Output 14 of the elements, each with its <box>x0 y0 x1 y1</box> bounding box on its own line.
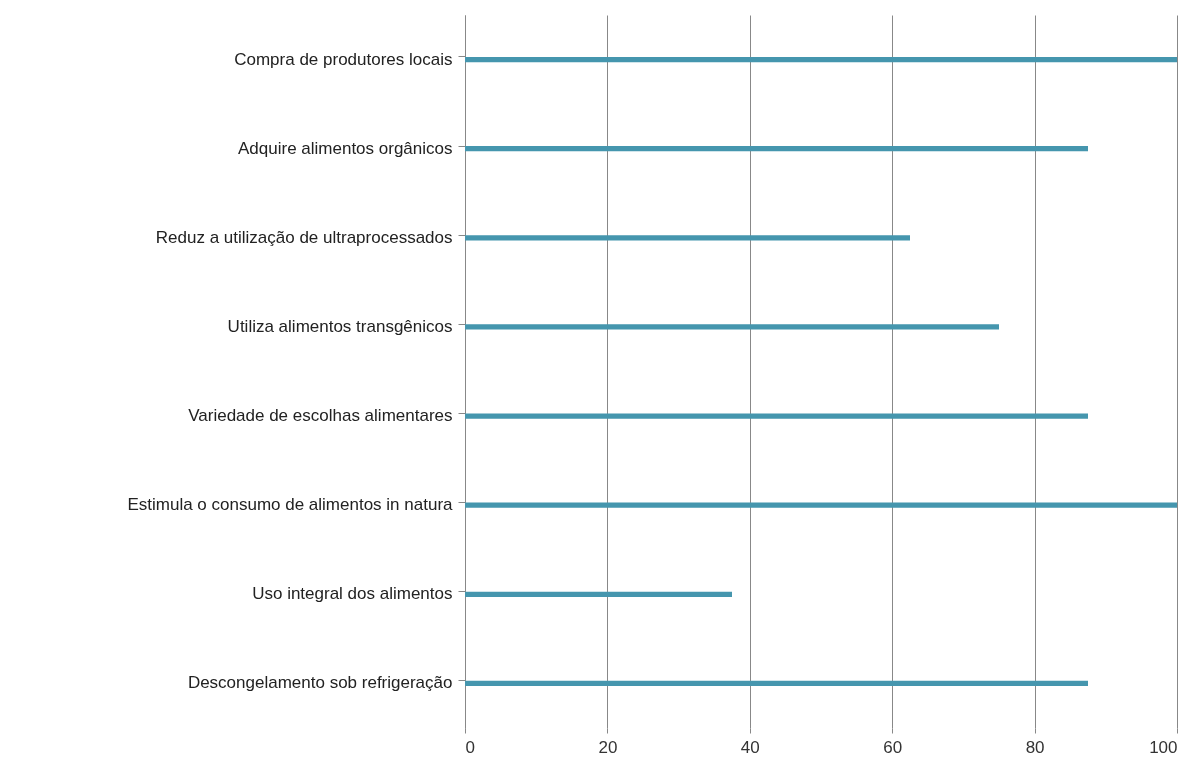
y-tick-label: Reduz a utilização de ultraprocessados <box>155 227 453 247</box>
y-tick-label: Utiliza alimentos transgênicos <box>227 316 453 336</box>
x-tick-label: 20 <box>598 737 618 757</box>
y-tick-label: Uso integral dos alimentos <box>252 584 453 604</box>
y-tick-label: Estimula o consumo de alimentos in natura <box>127 495 454 515</box>
y-tick-label: Compra de produtores locais <box>234 49 453 69</box>
x-tick-label: 100 <box>1149 737 1178 757</box>
y-tick-label: Variedade de escolhas alimentares <box>188 406 453 426</box>
x-tick-label: 80 <box>1025 737 1045 757</box>
x-tick-label: 0 <box>465 737 475 757</box>
y-tick-label: Adquire alimentos orgânicos <box>237 138 453 158</box>
x-tick-label: 40 <box>740 737 760 757</box>
y-tick-label: Descongelamento sob refrigeração <box>187 673 453 693</box>
x-tick-label: 60 <box>883 737 903 757</box>
